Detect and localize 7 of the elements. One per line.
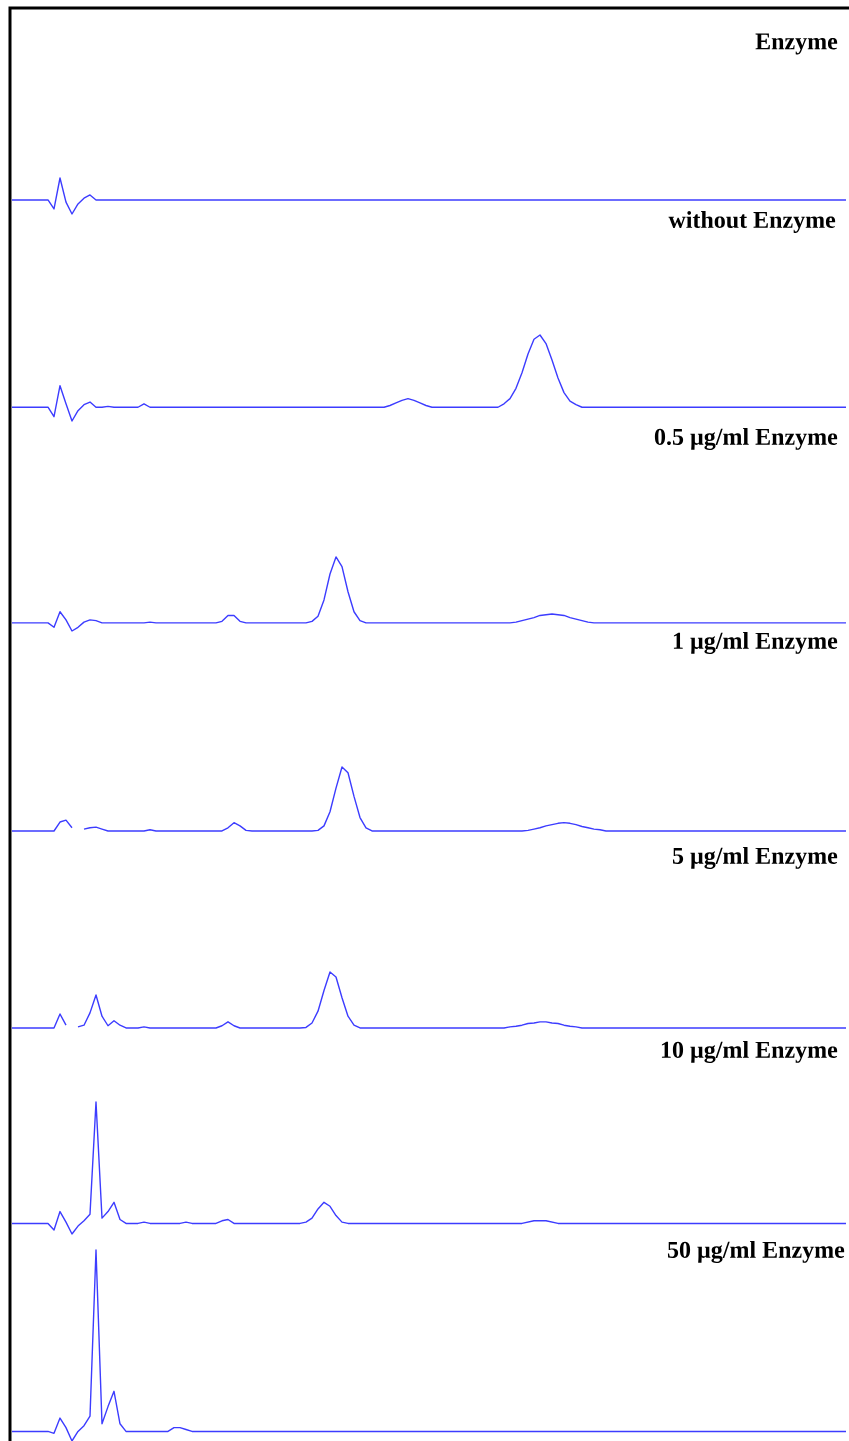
chart-title: 10 µg/ml Enzyme (661, 1041, 838, 1063)
chart-title: without Enzyme (668, 211, 836, 233)
chart-title: 1 µg/ml Enzyme (673, 632, 838, 654)
chart-title: 50 µg/ml Enzyme (667, 1241, 845, 1263)
chart-title: Enzyme (755, 33, 838, 55)
chart-title: 5 µg/ml Enzyme (672, 847, 838, 869)
chart-title: 0.5 µg/ml Enzyme (654, 428, 838, 450)
